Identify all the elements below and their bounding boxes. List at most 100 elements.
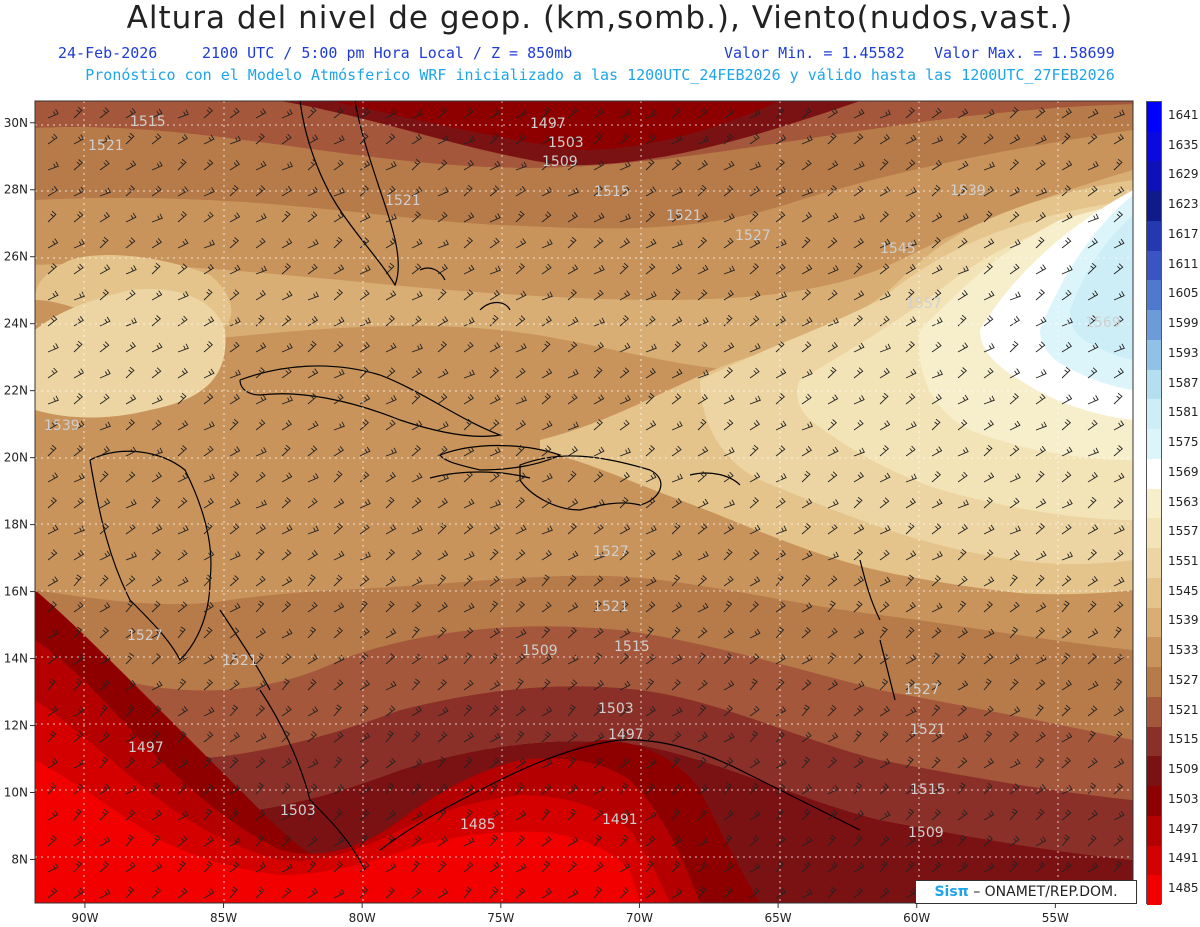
wind-barb bbox=[905, 134, 917, 145]
wind-barb bbox=[411, 497, 422, 509]
wind-barb bbox=[125, 652, 135, 665]
wind-barb bbox=[437, 888, 449, 899]
wind-barb bbox=[1035, 523, 1045, 535]
wind-barb bbox=[385, 395, 397, 405]
wind-barb bbox=[125, 600, 134, 613]
wind-barb bbox=[931, 602, 943, 613]
wind-barb bbox=[437, 550, 449, 561]
wind-barb bbox=[1061, 551, 1073, 561]
wind-barb bbox=[879, 601, 890, 613]
wind-barb bbox=[723, 471, 734, 483]
wind-barb bbox=[437, 679, 447, 691]
wind-barb bbox=[1009, 758, 1021, 769]
lat-tick-label: 30N bbox=[4, 116, 28, 130]
wind-barb bbox=[1009, 291, 1021, 301]
wind-barb bbox=[957, 628, 968, 639]
wind-barb bbox=[411, 706, 422, 717]
wind-barb bbox=[1087, 419, 1098, 431]
wind-barb bbox=[229, 627, 240, 639]
wind-barb bbox=[801, 498, 813, 509]
wind-barb bbox=[645, 134, 656, 145]
legend-swatch bbox=[1147, 399, 1161, 430]
coastlines bbox=[89, 101, 896, 871]
legend-label: 1575 bbox=[1168, 435, 1199, 450]
wind-barb bbox=[1009, 731, 1019, 743]
wind-barb bbox=[593, 600, 602, 613]
wind-barb bbox=[723, 782, 732, 795]
wind-barb bbox=[307, 626, 317, 639]
wind-barb bbox=[1087, 342, 1099, 353]
wind-barb bbox=[307, 445, 318, 457]
wind-barb bbox=[645, 601, 656, 613]
wind-barb bbox=[411, 730, 421, 743]
wind-barb bbox=[47, 810, 59, 821]
wind-barb bbox=[879, 653, 890, 665]
wind-barb bbox=[411, 653, 422, 665]
wind-barb bbox=[411, 835, 422, 847]
wind-barb bbox=[1035, 602, 1047, 613]
wind-barb bbox=[385, 133, 396, 145]
wind-barb bbox=[333, 523, 343, 535]
wind-barb bbox=[125, 523, 136, 535]
wind-barb bbox=[515, 730, 525, 743]
wind-barb bbox=[281, 497, 291, 509]
wind-barb bbox=[1113, 109, 1125, 119]
wind-barb bbox=[983, 835, 993, 847]
contour-label: 1515 bbox=[614, 639, 650, 655]
wind-barb bbox=[749, 395, 761, 405]
wind-barb bbox=[645, 758, 657, 769]
wind-barb bbox=[333, 574, 343, 587]
lon-tick-label: 90W bbox=[71, 911, 98, 925]
wind-barb bbox=[255, 394, 267, 405]
wind-barb bbox=[697, 184, 707, 197]
wind-barb bbox=[411, 211, 421, 223]
wind-barb bbox=[645, 109, 657, 119]
wind-barb bbox=[723, 447, 735, 457]
wind-barb bbox=[1087, 549, 1097, 561]
legend-swatch bbox=[1147, 577, 1161, 609]
wind-barb bbox=[619, 367, 630, 379]
wind-barb bbox=[229, 237, 239, 249]
wind-barb bbox=[619, 862, 631, 873]
wind-barb bbox=[177, 392, 187, 405]
wind-barb bbox=[541, 263, 552, 275]
wind-barb bbox=[905, 498, 916, 509]
wind-barb bbox=[957, 133, 967, 145]
wind-barb bbox=[437, 134, 449, 145]
wind-barb bbox=[73, 678, 83, 691]
wind-barb bbox=[541, 525, 553, 535]
wind-barb bbox=[619, 447, 631, 457]
wind-barb bbox=[1009, 393, 1019, 405]
wind-barb bbox=[255, 757, 266, 769]
wind-barb bbox=[879, 783, 889, 795]
legend-swatch bbox=[1147, 637, 1161, 668]
lon-tick-label: 70W bbox=[626, 911, 653, 925]
wind-barb bbox=[359, 185, 369, 197]
wind-barb bbox=[1087, 810, 1098, 821]
wind-barb bbox=[723, 548, 733, 561]
wind-barb bbox=[463, 523, 474, 535]
wind-barb bbox=[567, 704, 576, 717]
wind-barb bbox=[541, 420, 553, 431]
wind-barb bbox=[905, 159, 916, 171]
wind-barb bbox=[931, 471, 941, 483]
wind-barb bbox=[905, 783, 916, 795]
wind-barb bbox=[255, 471, 266, 483]
wind-barb bbox=[957, 834, 967, 847]
wind-barb bbox=[1087, 782, 1097, 795]
wind-barb bbox=[593, 499, 605, 509]
wind-barb bbox=[593, 680, 604, 691]
wind-barb bbox=[177, 887, 188, 899]
contour-label: 1497 bbox=[530, 116, 566, 132]
wind-barb bbox=[931, 107, 942, 119]
wind-barb bbox=[125, 809, 136, 821]
wind-barb bbox=[359, 212, 371, 223]
wind-barb bbox=[1009, 525, 1021, 535]
wind-barb bbox=[411, 368, 422, 379]
wind-barb bbox=[931, 317, 943, 327]
wind-barb bbox=[671, 783, 682, 795]
wind-barb bbox=[723, 628, 734, 639]
wind-barb bbox=[437, 731, 448, 743]
wind-barb bbox=[203, 134, 215, 145]
wind-barb bbox=[307, 106, 317, 119]
